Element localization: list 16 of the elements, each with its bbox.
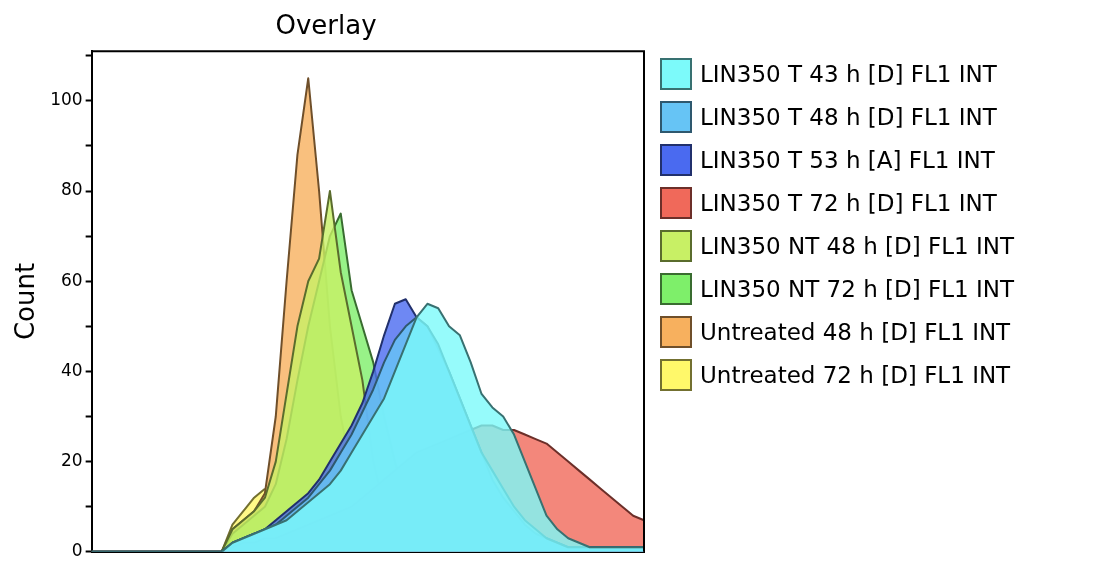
- y-axis-title: Count: [10, 262, 41, 341]
- y-tick-label: 20: [61, 450, 83, 471]
- y-tick-label: 60: [61, 269, 83, 290]
- y-tick-label: 40: [61, 359, 83, 380]
- y-tick-label: 100: [50, 89, 83, 110]
- legend-label: LIN350 T 48 h [D] FL1 INT: [700, 104, 997, 130]
- legend-label: LIN350 NT 72 h [D] FL1 INT: [700, 276, 1015, 302]
- y-tick-label: 80: [61, 179, 83, 200]
- legend-label: LIN350 T 72 h [D] FL1 INT: [700, 190, 997, 216]
- y-tick-label: 0: [71, 540, 83, 561]
- chart-title: Overlay: [275, 10, 377, 41]
- legend-label: Untreated 72 h [D] FL1 INT: [700, 362, 1011, 388]
- legend-label: LIN350 T 43 h [D] FL1 INT: [700, 61, 997, 87]
- legend-label: Untreated 48 h [D] FL1 INT: [700, 319, 1011, 345]
- legend-label: LIN350 T 53 h [A] FL1 INT: [700, 147, 995, 173]
- legend-label: LIN350 NT 48 h [D] FL1 INT: [700, 233, 1015, 259]
